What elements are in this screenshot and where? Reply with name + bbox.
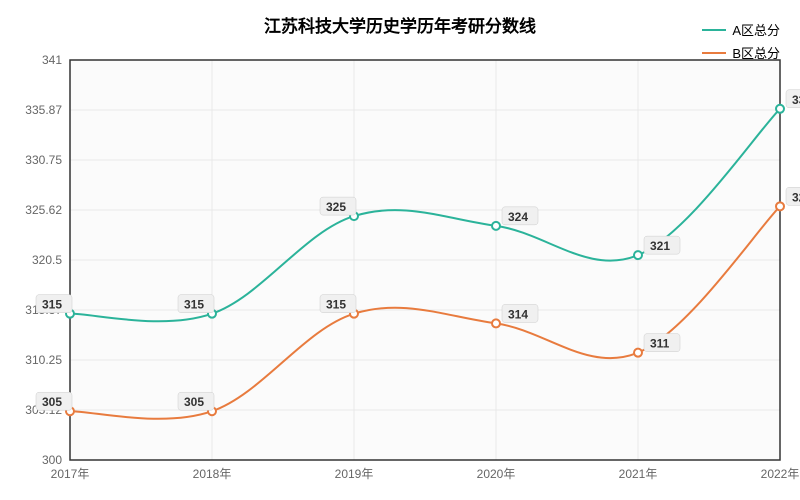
svg-text:2019年: 2019年 bbox=[335, 467, 374, 481]
svg-text:305: 305 bbox=[42, 395, 62, 409]
svg-text:2022年: 2022年 bbox=[761, 467, 800, 481]
svg-text:335.87: 335.87 bbox=[25, 103, 62, 117]
svg-text:2020年: 2020年 bbox=[477, 467, 516, 481]
svg-text:2017年: 2017年 bbox=[51, 467, 90, 481]
svg-text:2021年: 2021年 bbox=[619, 467, 658, 481]
svg-text:325.62: 325.62 bbox=[25, 203, 62, 217]
chart-svg: 300305.12310.25315.37320.5325.62330.7533… bbox=[0, 0, 800, 500]
svg-text:330.75: 330.75 bbox=[25, 153, 62, 167]
svg-text:314: 314 bbox=[508, 307, 528, 321]
svg-text:310.25: 310.25 bbox=[25, 353, 62, 367]
svg-text:321: 321 bbox=[650, 239, 670, 253]
svg-text:315: 315 bbox=[326, 298, 346, 312]
svg-text:341: 341 bbox=[42, 53, 62, 67]
svg-text:2018年: 2018年 bbox=[193, 467, 232, 481]
svg-text:320.5: 320.5 bbox=[32, 253, 62, 267]
svg-text:325: 325 bbox=[326, 200, 346, 214]
svg-text:300: 300 bbox=[42, 453, 62, 467]
svg-text:305: 305 bbox=[184, 395, 204, 409]
chart-container: 江苏科技大学历史学历年考研分数线 A区总分 B区总分 300305.12310.… bbox=[0, 0, 800, 500]
svg-text:324: 324 bbox=[508, 210, 528, 224]
svg-text:311: 311 bbox=[650, 337, 670, 351]
svg-text:315: 315 bbox=[42, 298, 62, 312]
svg-text:315: 315 bbox=[184, 298, 204, 312]
svg-text:336: 336 bbox=[792, 93, 800, 107]
svg-text:326: 326 bbox=[792, 190, 800, 204]
